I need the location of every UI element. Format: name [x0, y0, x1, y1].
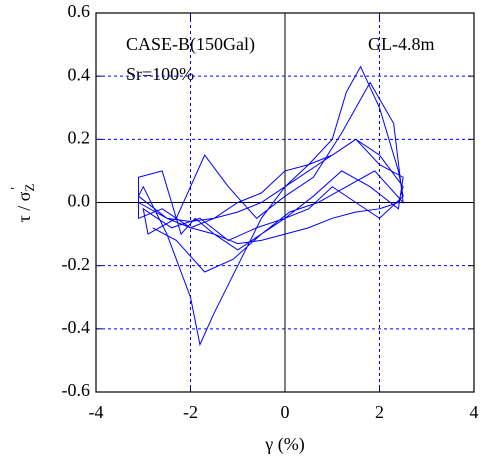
y-tick-label: -0.2 — [62, 254, 91, 274]
y-axis-label: τ / σZ' — [9, 184, 37, 223]
y-label-text: τ / σ — [14, 191, 34, 222]
y-tick-label: 0.0 — [68, 191, 91, 211]
annotation: GL-4.8m — [368, 34, 435, 54]
y-tick-label: 0.4 — [68, 64, 91, 84]
x-tick-label: 2 — [375, 402, 384, 422]
x-tick-label: 4 — [470, 402, 479, 422]
x-tick-label: 0 — [281, 402, 290, 422]
x-axis-label: γ (%) — [264, 434, 304, 455]
y-tick-label: -0.4 — [62, 317, 91, 337]
y-tick-label: 0.6 — [68, 1, 91, 21]
y-tick-label: -0.6 — [62, 380, 91, 400]
x-tick-label: -4 — [89, 402, 104, 422]
annotation: Sr=100% — [126, 64, 194, 84]
data-line — [137, 65, 404, 347]
y-tick-label: 0.2 — [68, 127, 91, 147]
plot-frame — [95, 12, 475, 393]
x-tick-label: -2 — [183, 402, 198, 422]
y-label-superscript: ' — [9, 187, 24, 190]
y-label-subscript: Z — [22, 184, 37, 192]
